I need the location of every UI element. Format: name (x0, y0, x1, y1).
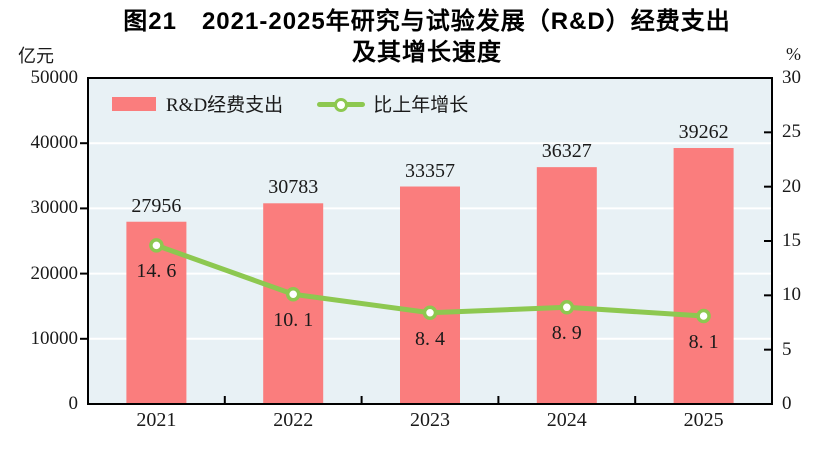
line-point-marker-2023 (422, 305, 438, 320)
left-axis-unit-label: 亿元 (18, 46, 54, 66)
line-point-marker-2022 (285, 286, 301, 302)
bar-series-legend-label: R&D经费支出 (166, 95, 284, 116)
chart-title-line2: 及其增长速度 (352, 39, 502, 66)
line-point-marker-2024 (559, 300, 575, 315)
line-series-legend-circle-icon (334, 97, 349, 112)
right-axis-unit-label: % (786, 44, 801, 64)
bar-2025 (673, 148, 734, 404)
chart-title: 图21 2021-2025年研究与试验发展（R&D）经费支出 及其增长速度 (123, 6, 730, 68)
bar-series-legend-swatch (112, 96, 156, 111)
line-point-marker-2021 (149, 238, 164, 253)
bar-2023 (400, 186, 460, 404)
chart-title-line1: 图21 2021-2025年研究与试验发展（R&D）经费支出 (123, 8, 731, 35)
bar-2024 (536, 167, 597, 404)
bar-2022 (263, 203, 324, 404)
line-point-marker-2025 (696, 308, 711, 324)
line-series-legend-marker (317, 97, 366, 112)
chart-legend: R&D经费支出 比上年增长 (112, 90, 468, 117)
line-series-legend-label: 比上年增长 (373, 95, 469, 116)
